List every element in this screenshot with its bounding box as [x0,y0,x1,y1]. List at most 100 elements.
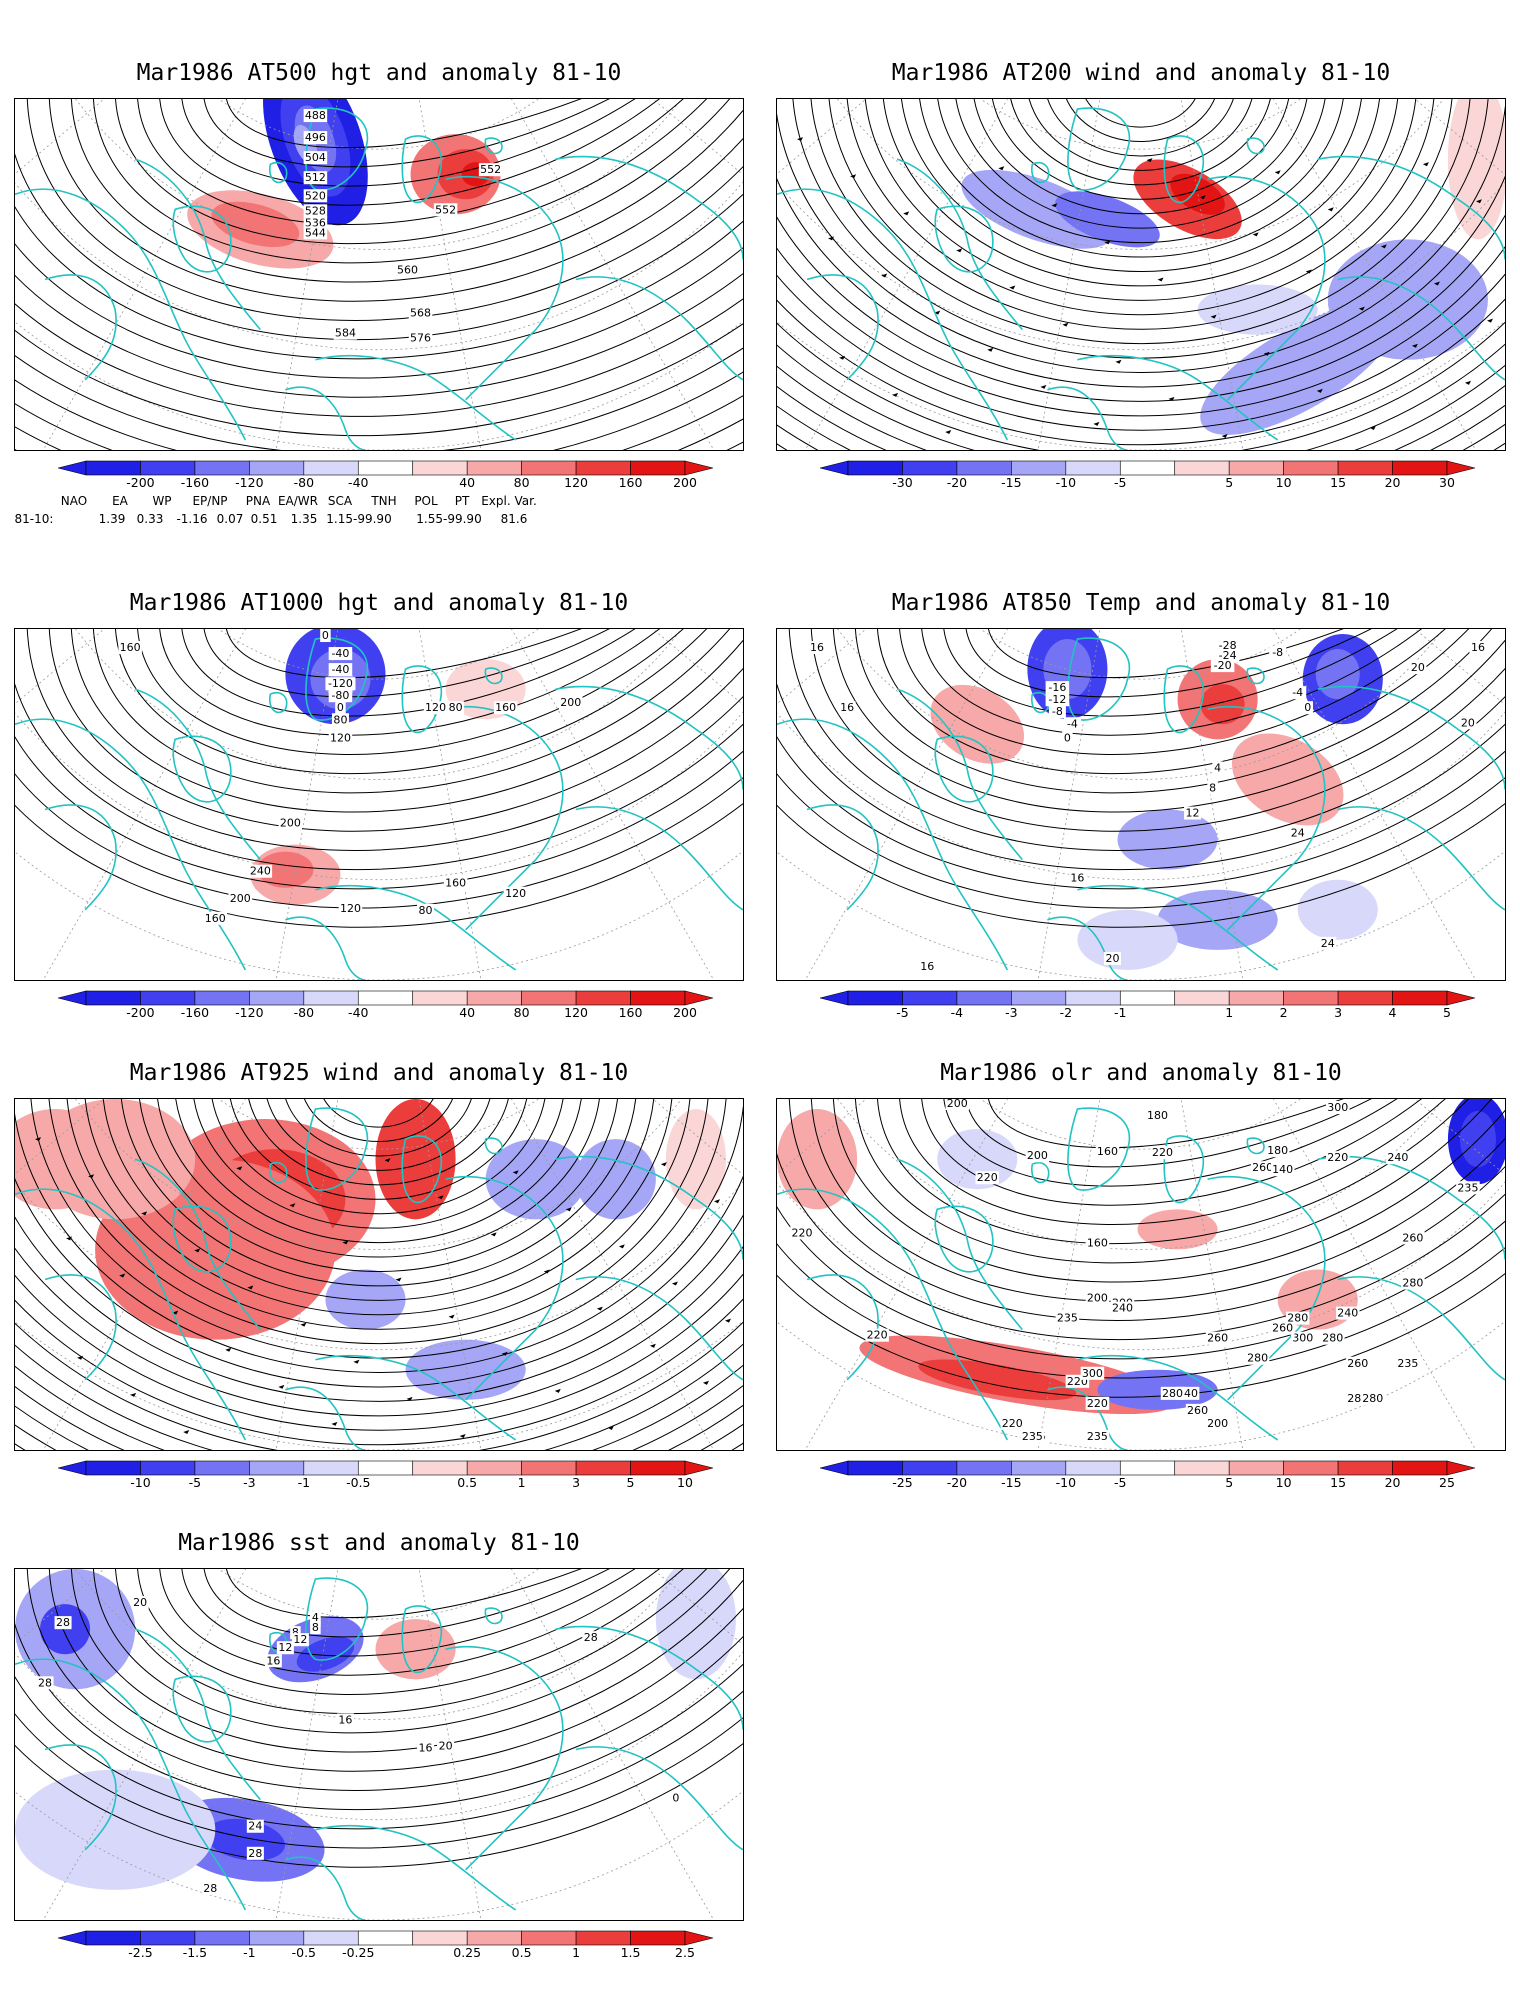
anomaly-region [1459,1111,1496,1168]
contour-label: 260 [1207,1332,1228,1345]
coastline [1163,665,1205,734]
coastline [896,688,1023,861]
index-name: TNH [371,494,397,508]
colorbar-tick-label: 4 [1388,1005,1397,1020]
streamline-arrow [437,1195,444,1200]
contour-label-bg [264,1654,282,1668]
colorbar-swatch [956,990,1012,1006]
coastline [401,665,443,734]
streamline-arrow [1168,396,1175,401]
contour-label-bg [303,226,328,240]
anomaly-region [1200,684,1245,725]
colorbar-max-arrow [684,990,714,1006]
streamline-arrow [1486,318,1493,323]
panel-title: Mar1986 AT925 wind and anomaly 81-10 [129,1060,629,1086]
contour-label-bg [1290,1331,1315,1345]
contour-label-bg [1285,1311,1310,1325]
contour-label: 80 [333,713,347,726]
colorbar-swatch [1119,1460,1176,1476]
streamline-arrow [1040,384,1047,389]
contour-label: 536 [305,216,326,229]
map-canvas: 0-40-40-120-8008012016020020024020016012… [15,629,743,980]
contour-label: 4 [312,1611,319,1624]
index-name: EA [112,494,128,508]
contour-line [789,1099,1505,1321]
contour-label-bg [1085,1236,1110,1250]
colorbar-labels-500hgt: -200 -160 -120 -80 -40 40 80 120 160 200 [58,475,713,491]
colorbar-tick-label: -160 [180,475,210,490]
anomaly-region [918,1359,1077,1401]
colorbar-swatch [521,460,577,476]
colorbar-tick-label: -0.25 [342,1945,375,1960]
colorbar-swatches [819,460,1476,476]
coastline [315,1355,517,1441]
colorbar-swatch [1337,1460,1393,1476]
anomaly-shading [777,1099,1505,1415]
contour-label-bg [1210,659,1235,673]
colorbar-tick-label: -1.5 [182,1945,208,1960]
coastline [269,161,288,184]
contour-line [965,1099,1372,1168]
colorbar-swatch [194,460,250,476]
colorbar-swatch [357,460,414,476]
coastline [269,691,288,714]
contour-label-bg [1401,1276,1425,1290]
colorbar-swatch [1392,460,1448,476]
coastline [1317,685,1505,790]
coastline [555,1625,743,1730]
contour-labels: 2828204812161616202428282804812 [36,1596,682,1895]
anomaly-region [1137,1209,1218,1250]
streamline-arrow [225,1347,232,1352]
contour-line [115,99,707,245]
colorbar-tick-label: -15 [1001,1475,1022,1490]
map-925wind [14,1098,744,1451]
colorbar-tick-label: -1 [243,1945,256,1960]
longitude-line [1037,1099,1101,1450]
colorbar-tick-label: -40 [348,1005,369,1020]
contour-label-bg [303,131,328,145]
contour-lines [15,99,743,450]
colorbar-tick-label: -1 [1114,1005,1127,1020]
anomaly-region [1297,879,1378,940]
contour-label: 0 [337,701,344,714]
latitude-circle [837,99,1444,250]
streamline-arrow [1464,380,1471,385]
latitude-circle [75,629,682,780]
coastlines [15,1577,743,1920]
colorbar-swatch [1011,990,1067,1006]
contour-line [71,99,743,283]
anomaly-region [205,1818,285,1861]
colorbar-tick-label: 0.25 [453,1945,482,1960]
contour-label-bg [1336,1306,1360,1320]
colorbar-swatch [412,1930,468,1946]
contour-line [115,629,707,775]
coastline [1077,885,1279,971]
contour-label-bg [303,151,328,165]
contour-label-bg [333,326,358,340]
contour-label-bg [1205,1331,1230,1345]
contour-label: 235 [1057,1312,1078,1325]
colorbar-tick-label: 15 [1330,1475,1347,1490]
panel-title: Mar1986 AT1000 hgt and anomaly 81-10 [129,590,629,616]
contour-label: 552 [480,163,501,176]
colorbar-swatch [85,1930,141,1946]
colorbar-min-arrow [57,1930,87,1946]
streamline [1028,99,1253,171]
colorbar-labels-925wind: -10 -5 -3 -1 -0.5 0.5 1 3 5 10 [58,1475,713,1491]
contour-label: 180 [1267,1144,1288,1157]
contour-label-bg [1080,1366,1105,1380]
contour-label-bg [670,1791,682,1805]
contour-label-bg [1270,1163,1295,1177]
contour-label-bg [1289,826,1307,840]
colorbar-swatch [466,990,522,1006]
colorbar-tick-label: 3 [1334,1005,1343,1020]
coastline [44,1274,117,1381]
contour-label: 200 [1027,1149,1048,1162]
colorbar-swatch [1174,1460,1230,1476]
contour-label: -24 [1219,649,1237,662]
contour-label: -120 [328,677,353,690]
contour-labels: 1616-28-24-20-16-12-8-40-8-4020204812162… [808,639,1487,973]
contour-label-bg [865,1328,889,1342]
contour-label-bg [328,689,353,703]
